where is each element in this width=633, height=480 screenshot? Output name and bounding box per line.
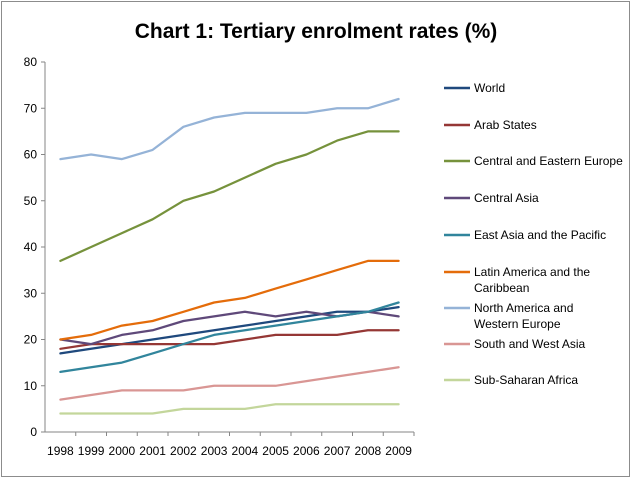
x-tick-label: 2003 xyxy=(201,444,228,458)
x-tick-label: 2004 xyxy=(232,444,259,458)
legend-label-6: North America and xyxy=(474,301,573,315)
legend-label-6: Western Europe xyxy=(474,317,561,331)
legend-label-2: Central and Eastern Europe xyxy=(474,154,623,168)
legend: World Arab States Central and Eastern Euro… xyxy=(444,81,623,387)
x-tick-label: 1999 xyxy=(78,444,105,458)
y-tick-label: 50 xyxy=(24,194,38,208)
x-tick-label: 2002 xyxy=(170,444,197,458)
x-tick-label: 2006 xyxy=(293,444,320,458)
legend-label-0: World xyxy=(474,81,505,95)
y-tick-label: 70 xyxy=(24,101,38,115)
x-tick-label: 1998 xyxy=(47,444,74,458)
chart-title: Chart 1: Tertiary enrolment rates (%) xyxy=(135,20,498,43)
x-tick-label: 2005 xyxy=(262,444,289,458)
series-line-5 xyxy=(59,259,400,341)
legend-label-4: East Asia and the Pacific xyxy=(474,228,606,242)
y-tick-labels: 0 10 20 30 40 50 60 70 80 xyxy=(24,55,45,439)
x-tick-labels: 1998 1999 2000 2001 2002 2003 2004 2005 2006 2007… xyxy=(47,432,415,458)
y-tick-label: 80 xyxy=(24,55,38,69)
series-lines xyxy=(59,97,400,415)
x-tick-label: 2001 xyxy=(139,444,166,458)
y-tick-label: 30 xyxy=(24,286,38,300)
y-tick-label: 10 xyxy=(24,379,38,393)
y-tick-label: 60 xyxy=(24,148,38,162)
legend-label-3: Central Asia xyxy=(474,191,539,205)
y-tick-label: 40 xyxy=(24,240,38,254)
x-tick-label: 2008 xyxy=(355,444,382,458)
series-line-4 xyxy=(59,301,400,374)
x-tick-label: 2009 xyxy=(385,444,412,458)
legend-label-5: Caribbean xyxy=(474,281,529,295)
x-tick-label: 2000 xyxy=(109,444,136,458)
legend-label-8: Sub-Saharan Africa xyxy=(474,373,578,387)
series-line-7 xyxy=(59,366,400,401)
axes xyxy=(44,62,414,433)
x-tick-label: 2007 xyxy=(324,444,351,458)
legend-label-1: Arab States xyxy=(474,118,537,132)
series-line-6 xyxy=(59,97,400,161)
series-line-8 xyxy=(59,403,400,415)
series-line-1 xyxy=(59,329,400,350)
legend-label-5: Latin America and the xyxy=(474,265,590,279)
series-line-2 xyxy=(59,130,400,263)
y-tick-label: 0 xyxy=(30,425,37,439)
legend-label-7: South and West Asia xyxy=(474,337,586,351)
y-tick-label: 20 xyxy=(24,333,38,347)
